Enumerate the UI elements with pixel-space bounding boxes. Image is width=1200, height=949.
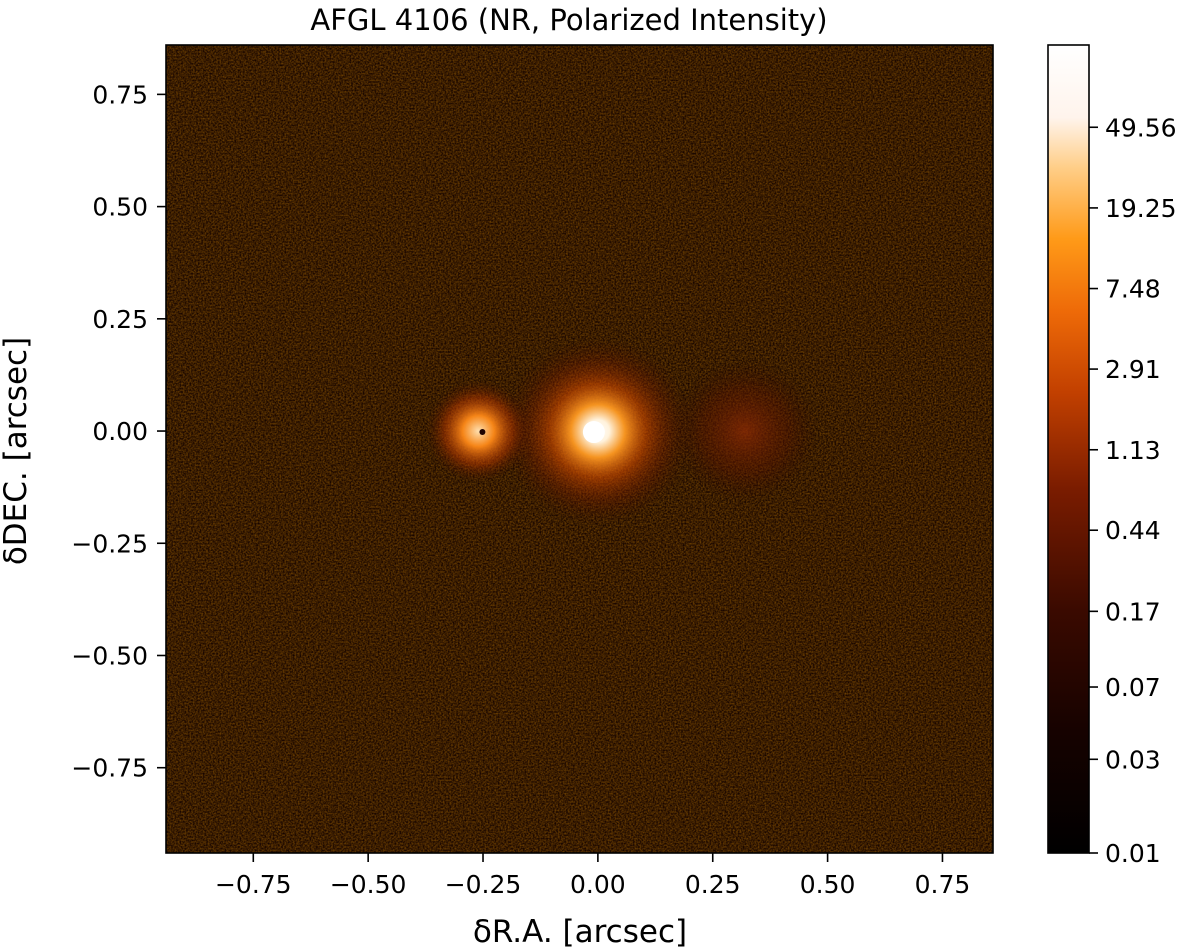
x-axis-label: δR.A. [arcsec] bbox=[473, 914, 687, 949]
y-tick-label: −0.25 bbox=[71, 529, 148, 558]
colorbar-tick-label: 19.25 bbox=[1105, 194, 1177, 223]
colorbar-tick-label: 1.13 bbox=[1105, 436, 1161, 465]
y-tick-label: −0.50 bbox=[71, 641, 148, 670]
colorbar-tick-label: 2.91 bbox=[1105, 355, 1161, 384]
colorbar bbox=[1047, 44, 1090, 854]
y-tick-label: 0.50 bbox=[92, 193, 148, 222]
chart-title: AFGL 4106 (NR, Polarized Intensity) bbox=[310, 3, 827, 37]
colorbar-tick-label: 0.01 bbox=[1105, 839, 1161, 868]
y-tick-label: 0.25 bbox=[92, 305, 148, 334]
east-feature bbox=[671, 359, 819, 503]
x-tick-label: 0.75 bbox=[915, 870, 971, 899]
x-tick-label: −0.50 bbox=[330, 870, 407, 899]
y-axis-ticks: 0.75 0.50 0.25 0.00 −0.25 −0.50 −0.75 bbox=[71, 80, 166, 783]
plot-frame bbox=[165, 44, 994, 854]
y-axis-label: δDEC. [arcsec] bbox=[0, 337, 34, 565]
colorbar-tick-label: 0.17 bbox=[1105, 597, 1161, 626]
colorbar-tick-label: 0.44 bbox=[1105, 516, 1161, 545]
x-tick-label: 0.25 bbox=[685, 870, 741, 899]
colorbar-tick-label: 0.03 bbox=[1105, 745, 1161, 774]
x-tick-label: −0.25 bbox=[445, 870, 522, 899]
x-axis-ticks: −0.75 −0.50 −0.25 0.00 0.25 0.50 0.75 bbox=[215, 853, 970, 899]
y-tick-label: 0.75 bbox=[92, 80, 148, 109]
x-tick-label: −0.75 bbox=[215, 870, 292, 899]
y-tick-label: 0.00 bbox=[92, 417, 148, 446]
colorbar-ticks: 49.56 19.25 7.48 2.91 1.13 0.44 0.17 0.07 0.03 0.… bbox=[1089, 113, 1177, 868]
y-tick-label: −0.75 bbox=[71, 754, 148, 783]
west-companion bbox=[425, 379, 532, 483]
central-core bbox=[582, 421, 605, 444]
colorbar-tick-label: 7.48 bbox=[1105, 275, 1161, 304]
x-tick-label: 0.50 bbox=[800, 870, 856, 899]
x-tick-label: 0.00 bbox=[570, 870, 626, 899]
heatmap-image bbox=[166, 45, 993, 853]
companion-core bbox=[479, 429, 486, 436]
colorbar-tick-label: 49.56 bbox=[1105, 113, 1177, 142]
colorbar-tick-label: 0.07 bbox=[1105, 673, 1161, 702]
